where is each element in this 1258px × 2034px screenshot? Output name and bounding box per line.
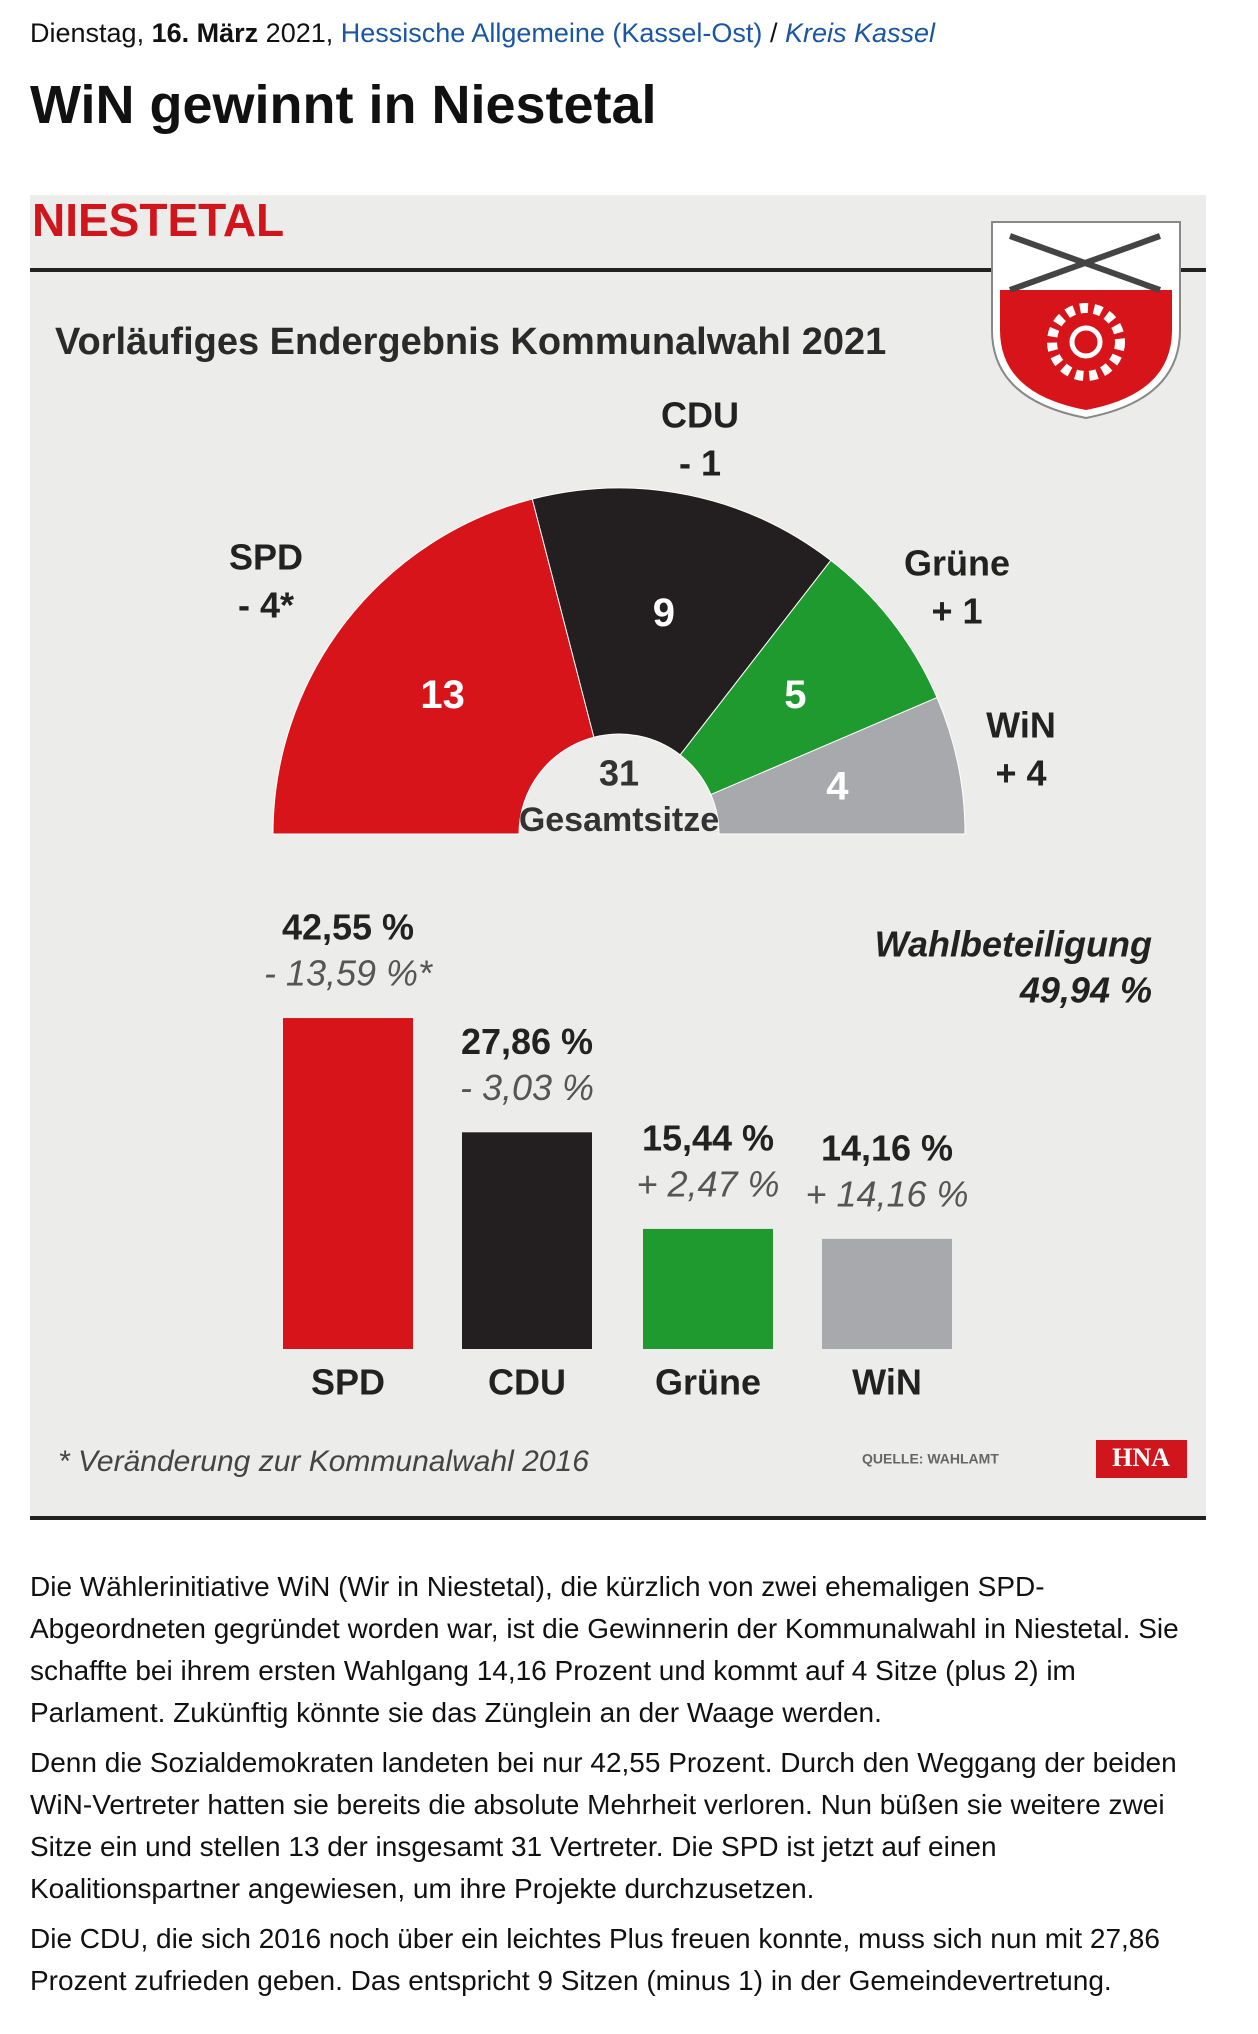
change-label: - 13,59 %* bbox=[264, 953, 433, 994]
seat-change: + 4 bbox=[995, 753, 1046, 794]
seat-change: - 1 bbox=[679, 443, 721, 484]
data-source: QUELLE: WAHLAMT bbox=[862, 1451, 999, 1467]
place-label: NIESTETAL bbox=[32, 194, 284, 246]
category-label: WiN bbox=[852, 1362, 922, 1403]
brand: HNA bbox=[1112, 1443, 1170, 1472]
paragraph: Die CDU, die sich 2016 noch über ein lei… bbox=[30, 1923, 1160, 1996]
brand-box bbox=[1096, 1440, 1187, 1478]
total-seats: 31 bbox=[599, 753, 639, 794]
seat-count: 5 bbox=[784, 673, 806, 717]
seat-change: + 1 bbox=[931, 591, 982, 632]
party-label: Grüne bbox=[904, 543, 1010, 584]
seat-count: 4 bbox=[826, 765, 849, 809]
year: 2021, bbox=[265, 18, 334, 48]
separator: / bbox=[769, 18, 778, 48]
category-label: Grüne bbox=[655, 1362, 761, 1403]
change-label: + 2,47 % bbox=[636, 1163, 779, 1204]
article-body: Die Wählerinitiative WiN (Wir in Niestet… bbox=[30, 1566, 1210, 2010]
seat-slice bbox=[272, 498, 595, 835]
infographic: NIESTETAL Vorläufiges Endergebnis Kommun… bbox=[30, 194, 1206, 1520]
change-label: - 3,03 % bbox=[460, 1067, 594, 1108]
coat-of-arms bbox=[991, 221, 1181, 420]
seat-count: 9 bbox=[653, 591, 675, 635]
value-label: 15,44 % bbox=[642, 1117, 774, 1158]
article-header: Dienstag, 16. März 2021, Hessische Allge… bbox=[30, 18, 935, 49]
party-label: WiN bbox=[986, 705, 1056, 746]
change-label: + 14,16 % bbox=[805, 1173, 968, 1214]
headline: WiN gewinnt in Niestetal bbox=[30, 75, 657, 135]
total-label: Gesamtsitze bbox=[519, 801, 719, 839]
party-label: CDU bbox=[661, 395, 739, 436]
turnout-value: 49,94 % bbox=[1019, 970, 1152, 1011]
date: 16. März bbox=[151, 18, 259, 48]
weekday: Dienstag, bbox=[30, 18, 145, 48]
source-link[interactable]: Hessische Allgemeine (Kassel-Ost) bbox=[340, 18, 763, 48]
party-label: SPD bbox=[229, 537, 303, 578]
graphic-background bbox=[30, 195, 1206, 1520]
footnote: * Veränderung zur Kommunalwahl 2016 bbox=[58, 1445, 589, 1478]
category-label: SPD bbox=[311, 1362, 385, 1403]
turnout-label: Wahlbeteiligung bbox=[875, 924, 1152, 965]
seat-slice bbox=[710, 696, 966, 835]
value-label: 27,86 % bbox=[461, 1021, 593, 1062]
seat-slice bbox=[531, 487, 832, 756]
seat-count: 13 bbox=[420, 673, 465, 717]
category-label: CDU bbox=[488, 1362, 566, 1403]
bar bbox=[462, 1132, 592, 1349]
value-label: 42,55 % bbox=[282, 907, 414, 948]
paragraph: Denn die Sozialdemokraten landeten bei n… bbox=[30, 1747, 1177, 1904]
bar bbox=[643, 1228, 773, 1349]
bar bbox=[283, 1018, 413, 1349]
seat-slice bbox=[679, 559, 938, 796]
graphic-heading: Vorläufiges Endergebnis Kommunalwahl 202… bbox=[55, 321, 886, 363]
paragraph: Die Wählerinitiative WiN (Wir in Niestet… bbox=[30, 1571, 1179, 1728]
value-label: 14,16 % bbox=[821, 1127, 953, 1168]
section-link[interactable]: Kreis Kassel bbox=[784, 18, 936, 48]
seat-change: - 4* bbox=[238, 585, 294, 626]
bar bbox=[822, 1238, 952, 1349]
